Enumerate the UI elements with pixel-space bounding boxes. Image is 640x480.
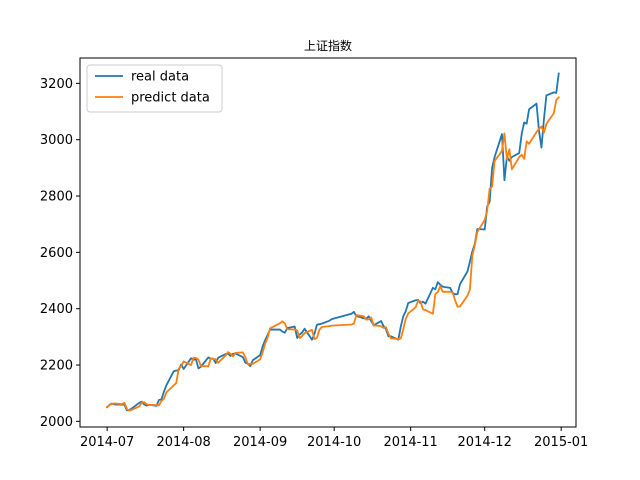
x-tick-label: 2014-09 — [233, 435, 287, 450]
x-tick-label: 2015-01 — [534, 435, 588, 450]
chart-title: 上证指数 — [304, 38, 352, 53]
x-tick-label: 2014-08 — [156, 435, 210, 450]
y-tick-label: 2000 — [40, 415, 73, 430]
x-axis: 2014-07 2014-08 2014-09 2014-10 2014-11 2014-… — [80, 427, 588, 450]
y-tick-label: 2800 — [40, 190, 73, 205]
plot-area — [79, 57, 577, 428]
axes-frame — [79, 57, 577, 428]
y-tick-label: 2400 — [40, 302, 73, 317]
y-tick-label: 2600 — [40, 246, 73, 261]
legend-label-real-data: real data — [131, 70, 189, 85]
series-line-predict-data — [105, 96, 561, 412]
x-tick-label: 2014-10 — [307, 435, 361, 450]
series-layer — [105, 72, 561, 412]
y-axis: 2000 2200 2400 2600 2800 3000 3200 — [40, 77, 80, 430]
y-tick-label: 3000 — [40, 133, 73, 148]
y-tick-label: 3200 — [40, 77, 73, 92]
legend: real data predict data — [86, 64, 223, 113]
x-tick-label: 2014-12 — [458, 435, 512, 450]
x-tick-label: 2014-07 — [80, 435, 134, 450]
x-tick-label: 2014-11 — [384, 435, 438, 450]
legend-label-predict-data: predict data — [131, 91, 210, 106]
y-tick-label: 2200 — [40, 359, 73, 374]
